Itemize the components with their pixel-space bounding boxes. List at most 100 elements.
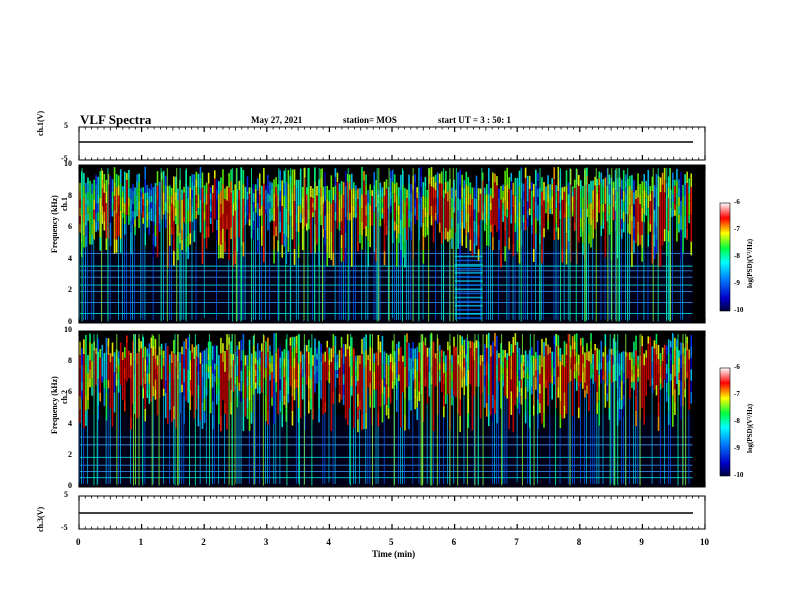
spectral-burst (324, 200, 326, 216)
spectral-burst (218, 206, 220, 220)
spectral-burst (414, 358, 416, 369)
spectral-burst (369, 334, 371, 347)
spectral-burst (657, 416, 660, 431)
spectral-burst (314, 383, 316, 393)
spectral-burst (483, 365, 486, 376)
spectral-burst (445, 216, 447, 228)
spectral-burst (686, 194, 688, 206)
spectral-burst (109, 199, 112, 211)
spectral-burst (367, 371, 369, 377)
spectral-burst (438, 345, 441, 352)
spectral-burst (469, 216, 472, 229)
spectral-burst (424, 207, 427, 218)
spectral-burst (518, 358, 521, 370)
spectral-burst (455, 346, 457, 356)
spectral-burst (367, 215, 369, 229)
spectral-burst (400, 235, 402, 251)
spectral-burst (459, 169, 461, 185)
spectral-burst (391, 194, 394, 207)
spectral-burst (676, 193, 678, 206)
spectral-burst (271, 372, 273, 381)
spectral-burst (637, 368, 639, 373)
spectral-burst (371, 219, 374, 226)
spectral-burst (618, 397, 621, 410)
spectral-burst (142, 367, 144, 378)
spectral-burst (592, 190, 594, 200)
spectral-burst (85, 214, 87, 226)
spectral-burst (330, 231, 333, 246)
spectral-burst (310, 208, 312, 220)
spectral-burst (183, 204, 185, 211)
spectral-burst (647, 336, 650, 344)
spectral-burst (582, 220, 584, 232)
spectral-burst (359, 400, 361, 410)
spectral-burst (267, 211, 269, 222)
spectral-burst (357, 368, 359, 382)
spectral-burst (199, 352, 202, 364)
spectral-burst (285, 222, 288, 237)
spectral-burst (310, 197, 312, 209)
spectral-burst (297, 205, 300, 219)
spectral-burst (79, 191, 81, 200)
spectral-burst (303, 167, 306, 178)
spectral-burst (584, 367, 586, 376)
spectral-burst (651, 176, 654, 192)
spectral-burst (665, 364, 668, 374)
spectral-burst (301, 384, 304, 392)
spectral-burst (316, 195, 318, 206)
spectral-burst (224, 241, 226, 253)
spectral-burst (350, 251, 353, 267)
spectral-burst (126, 208, 128, 216)
spectral-burst (291, 396, 294, 411)
spectral-burst (238, 382, 241, 391)
spectral-burst (451, 371, 453, 381)
spectral-burst (582, 363, 584, 372)
spectral-burst (496, 335, 498, 351)
spectral-burst (209, 199, 212, 206)
spectral-burst (559, 347, 562, 362)
spectral-burst (649, 208, 652, 217)
spectral-burst (463, 212, 466, 221)
spectral-burst (197, 344, 200, 358)
spectral-burst (678, 205, 680, 215)
spectral-burst (528, 402, 531, 415)
spectral-burst (158, 223, 161, 232)
spectral-burst (596, 391, 598, 403)
spectral-burst (148, 188, 151, 197)
spectral-burst (569, 351, 572, 358)
spectral-burst (604, 395, 607, 408)
spectral-burst (571, 206, 574, 212)
spectral-burst (610, 354, 613, 361)
spectral-burst (528, 414, 531, 428)
spectral-burst (686, 336, 688, 344)
spectral-burst (303, 206, 306, 217)
spectral-burst (230, 365, 232, 378)
spectral-burst (663, 167, 666, 181)
spectral-burst (83, 354, 85, 369)
spectral-burst (381, 213, 384, 219)
spectral-burst (89, 360, 91, 370)
spectral-burst (400, 250, 402, 266)
spectral-burst (582, 231, 584, 244)
spectral-burst (502, 355, 504, 362)
spectral-burst (483, 209, 486, 217)
spectral-burst (395, 182, 398, 197)
spectral-burst (216, 355, 218, 366)
spectral-burst (265, 341, 267, 355)
spectral-burst (375, 193, 378, 208)
spectral-burst (299, 168, 302, 178)
spectral-burst (465, 222, 468, 236)
spectral-burst (424, 337, 427, 346)
spectral-burst (557, 227, 560, 240)
spectral-burst (608, 348, 611, 361)
spectral-burst (197, 173, 200, 181)
spectral-burst (492, 408, 494, 422)
spectral-burst (631, 358, 633, 365)
spectral-burst (142, 187, 144, 194)
spectral-burst (571, 201, 574, 207)
spectral-burst (363, 180, 365, 191)
spectral-burst (207, 366, 210, 373)
spectral-burst (455, 355, 457, 364)
spectral-burst (224, 220, 226, 232)
spectral-burst (514, 393, 517, 406)
